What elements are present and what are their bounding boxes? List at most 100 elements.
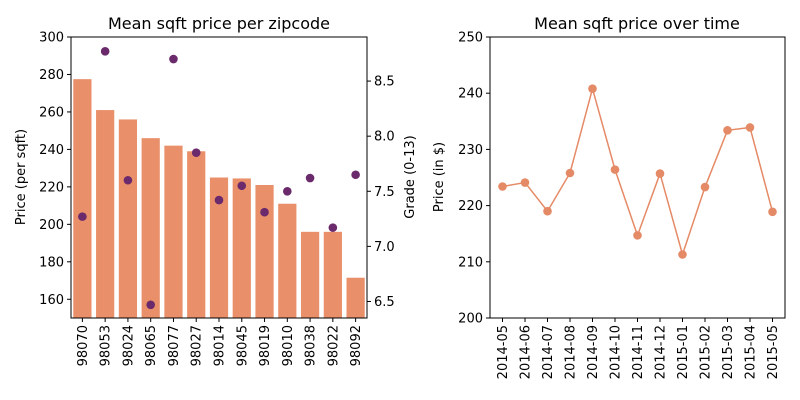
x-tick-label: 2015-04 [744,325,759,379]
line-point [498,182,507,191]
bar [209,177,229,318]
y-axis-right: 6.5 7.0 7.5 8.0 8.5 [367,75,395,310]
y2-tick-label: 7.0 [374,240,395,255]
x-tick-label: 2015-01 [676,325,691,379]
bar [96,110,115,318]
x-axis: 98070 98053 98024 98065 98077 98027 98014 98045… [76,318,364,366]
scatter-point [328,223,338,232]
bar [346,277,365,318]
x-tick-label: 2014-05 [496,325,511,379]
y-tick-label: 210 [458,255,483,270]
scatter-point [78,212,87,221]
scatter-point [100,47,110,56]
scatter-point [146,300,155,310]
x-tick-label: 2014-06 [519,325,534,379]
line-point [745,123,755,132]
x-tick-label: 2014-12 [654,325,669,379]
series-line [502,85,774,258]
scatter-series [78,47,360,310]
y2-tick-label: 6.5 [374,295,395,310]
x-tick-label: 98010 [281,325,296,366]
scatter-point [283,186,292,196]
line-point [588,84,597,94]
x-tick-label: 98024 [121,325,136,366]
bar [141,138,160,318]
y-tick-label: 200 [39,218,64,233]
bar [323,231,342,318]
plot-frame [489,36,786,319]
scatter-point [260,207,269,217]
x-tick-label: 98065 [144,325,159,366]
bar [255,184,274,318]
x-tick-label: 2014-10 [609,325,624,379]
line-point [655,169,665,178]
line-point [700,182,710,192]
x-tick-label: 2014-11 [631,325,646,379]
line-point [520,178,530,187]
line-series [498,84,777,259]
y-tick-label: 260 [39,105,64,120]
bar-series [73,79,365,319]
x-tick-label: 2015-02 [699,325,714,379]
bar [118,119,138,318]
y2-tick-label: 7.5 [374,185,395,200]
scatter-point [305,173,315,183]
line-point [565,168,575,178]
y-axis-label: Price (in $) [432,142,447,212]
y-tick-label: 250 [458,31,483,46]
x-tick-label: 2014-09 [586,325,601,379]
y2-axis-label: Grade (0-13) [403,135,418,218]
x-tick-label: 98038 [304,325,319,366]
y2-tick-label: 8.0 [374,130,395,145]
bar [278,203,297,318]
scatter-point [169,54,178,64]
x-tick-label: 2014-07 [541,325,556,379]
line-point [678,250,687,259]
scatter-point [351,170,360,180]
x-tick-label: 98092 [349,325,364,366]
x-axis: 2014-05 2014-06 2014-07 2014-08 2014-09 2014-… [496,318,781,379]
time-price-chart: Mean sqft price over time 200 210 220 230 24… [432,14,786,379]
line-point [723,125,732,135]
x-tick-label: 2015-05 [766,325,781,379]
scatter-point [191,148,201,158]
y-axis-label: Price (per sqft) [14,129,29,225]
line-point [768,207,777,217]
x-tick-label: 98027 [190,325,205,366]
zipcode-price-chart: Mean sqft price per zipcode 160 180 200 220… [14,14,418,366]
x-tick-label: 98045 [235,325,250,366]
y-tick-label: 230 [458,143,483,158]
x-tick-label: 98070 [76,325,91,366]
line-point [543,206,552,216]
y-axis: 200 210 220 230 240 250 [458,31,490,327]
scatter-point [123,175,133,185]
scatter-point [214,195,224,205]
y-tick-label: 280 [39,68,64,83]
x-tick-label: 2015-03 [721,325,736,379]
bar [73,79,92,319]
y-tick-label: 240 [39,143,64,158]
y-tick-label: 240 [458,87,483,102]
y-tick-label: 220 [39,180,64,195]
line-point [633,231,642,240]
y-tick-label: 200 [458,312,483,327]
line-point [610,165,620,174]
x-tick-label: 2014-08 [564,325,579,379]
x-tick-label: 98019 [258,325,273,366]
bar [300,231,320,318]
bar [164,145,183,318]
x-tick-label: 98053 [99,325,114,366]
y-tick-label: 220 [458,199,483,214]
chart-title: Mean sqft price over time [534,14,740,33]
y2-tick-label: 8.5 [374,75,395,90]
y-tick-label: 180 [39,255,64,270]
y-tick-label: 300 [39,31,64,46]
x-tick-label: 98077 [167,325,182,366]
y-axis-left: 160 180 200 220 240 260 280 300 [39,31,71,308]
bar [232,178,251,318]
scatter-point [237,181,247,191]
x-tick-label: 98014 [213,325,228,366]
x-tick-label: 98022 [326,325,341,366]
y-tick-label: 160 [39,293,64,308]
